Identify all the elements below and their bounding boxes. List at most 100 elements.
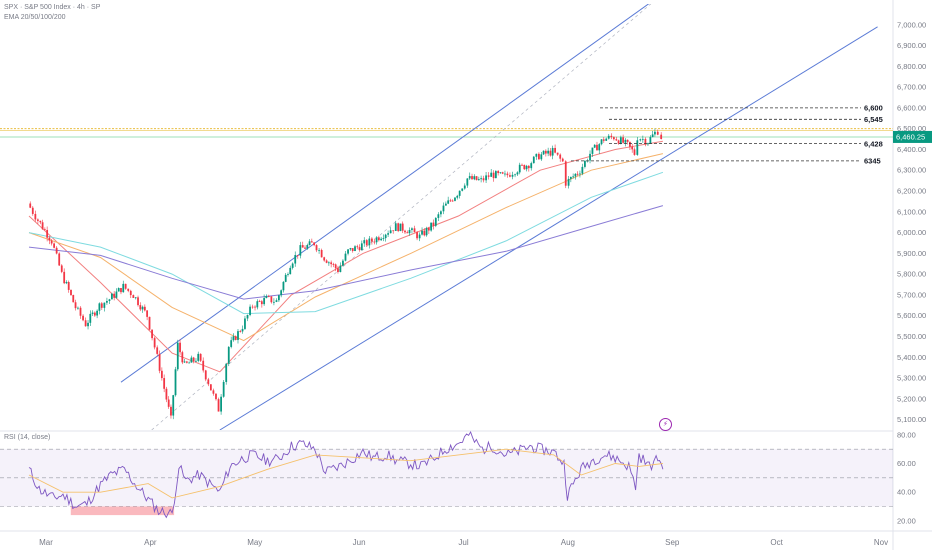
candle-body <box>265 296 268 299</box>
candle-body <box>46 230 49 238</box>
candle-body <box>254 306 256 308</box>
y-tick-label: 6,900.00 <box>897 41 926 50</box>
candle-body <box>117 288 120 292</box>
candle-body <box>434 217 437 226</box>
candle-body <box>466 178 469 186</box>
candle-body <box>174 369 177 396</box>
candle-body <box>468 176 471 179</box>
key-level-label: 6,600 <box>864 104 883 113</box>
key-level-label: 6,545 <box>864 115 883 124</box>
candle-body <box>315 245 318 251</box>
y-tick-label: 5,300.00 <box>897 374 926 383</box>
candle-body <box>337 268 339 273</box>
candle-body <box>656 131 659 135</box>
candle-body <box>53 243 55 248</box>
candle-body <box>358 247 361 251</box>
candle-body <box>270 296 273 303</box>
candle-body <box>70 289 72 296</box>
x-tick-label: Aug <box>561 538 575 547</box>
candle-body <box>389 230 392 234</box>
candle-body <box>139 305 142 310</box>
candle-body <box>72 295 75 303</box>
candle-body <box>204 370 207 380</box>
candle-body <box>622 137 625 143</box>
candle-body <box>397 223 400 232</box>
candle-body <box>490 172 493 177</box>
candle-body <box>179 342 181 353</box>
candle-body <box>323 257 326 261</box>
candle-body <box>31 207 34 214</box>
candle-body <box>516 172 519 175</box>
candle-body <box>569 176 572 179</box>
y-tick-label: 6,800.00 <box>897 62 926 71</box>
candle-body <box>363 240 366 244</box>
candle-body <box>230 340 233 347</box>
candle-body <box>593 144 596 148</box>
candle-body <box>176 342 179 370</box>
candle-body <box>406 232 409 234</box>
candle-body <box>523 164 526 170</box>
candle-body <box>480 178 483 180</box>
candle-body <box>610 135 613 138</box>
candle-body <box>413 228 416 233</box>
candle-body <box>277 295 280 301</box>
candle-body <box>225 363 228 382</box>
candle-body <box>574 173 577 177</box>
candle-body <box>306 245 309 249</box>
candle-body <box>50 240 53 244</box>
candle-body <box>660 134 663 140</box>
candle-body <box>485 175 487 181</box>
last-price-tag <box>893 130 932 143</box>
channel-upper-line <box>120 4 650 383</box>
candle-body <box>365 240 368 246</box>
candle-body <box>375 237 378 243</box>
candle-body <box>615 139 618 141</box>
y-tick-label: 5,700.00 <box>897 290 926 299</box>
candle-body <box>217 399 220 412</box>
x-tick-label: Mar <box>39 538 53 547</box>
candle-body <box>497 171 500 174</box>
candle-body <box>202 360 205 371</box>
candle-body <box>91 312 94 314</box>
candle-body <box>473 176 476 180</box>
y-tick-label: 6,500.00 <box>897 124 926 133</box>
candle-body <box>430 222 433 231</box>
key-level-label: 6345 <box>864 157 881 166</box>
candle-body <box>122 283 125 293</box>
flash-icon[interactable]: ⚡ <box>659 418 672 431</box>
candle-body <box>212 390 215 394</box>
y-tick-label: 6,000.00 <box>897 228 926 237</box>
candle-body <box>572 176 575 178</box>
candle-body <box>163 378 166 389</box>
candle-body <box>256 301 259 308</box>
candle-body <box>564 161 567 186</box>
candle-body <box>368 238 371 246</box>
candle-body <box>411 228 413 230</box>
candle-body <box>351 248 354 252</box>
candle-body <box>514 174 516 176</box>
candle-body <box>598 144 601 151</box>
candle-body <box>600 139 603 145</box>
candle-body <box>289 267 292 275</box>
candle-body <box>576 173 579 175</box>
candle-body <box>330 262 333 265</box>
candle-body <box>591 147 594 154</box>
candle-body <box>129 290 132 296</box>
candle-body <box>549 150 552 156</box>
candle-body <box>137 297 139 306</box>
candle-body <box>425 228 428 236</box>
candle-body <box>454 197 456 201</box>
candle-body <box>584 160 586 167</box>
candle-body <box>509 175 511 177</box>
candle-body <box>382 238 385 239</box>
y-tick-label: 5,500.00 <box>897 332 926 341</box>
candle-body <box>74 302 77 309</box>
candle-body <box>308 241 311 246</box>
ema-line <box>28 205 664 300</box>
candle-body <box>356 246 359 248</box>
candle-body <box>263 298 266 305</box>
candle-body <box>482 178 485 181</box>
y-tick-label: 6,700.00 <box>897 83 926 92</box>
x-tick-label: Apr <box>144 538 157 547</box>
